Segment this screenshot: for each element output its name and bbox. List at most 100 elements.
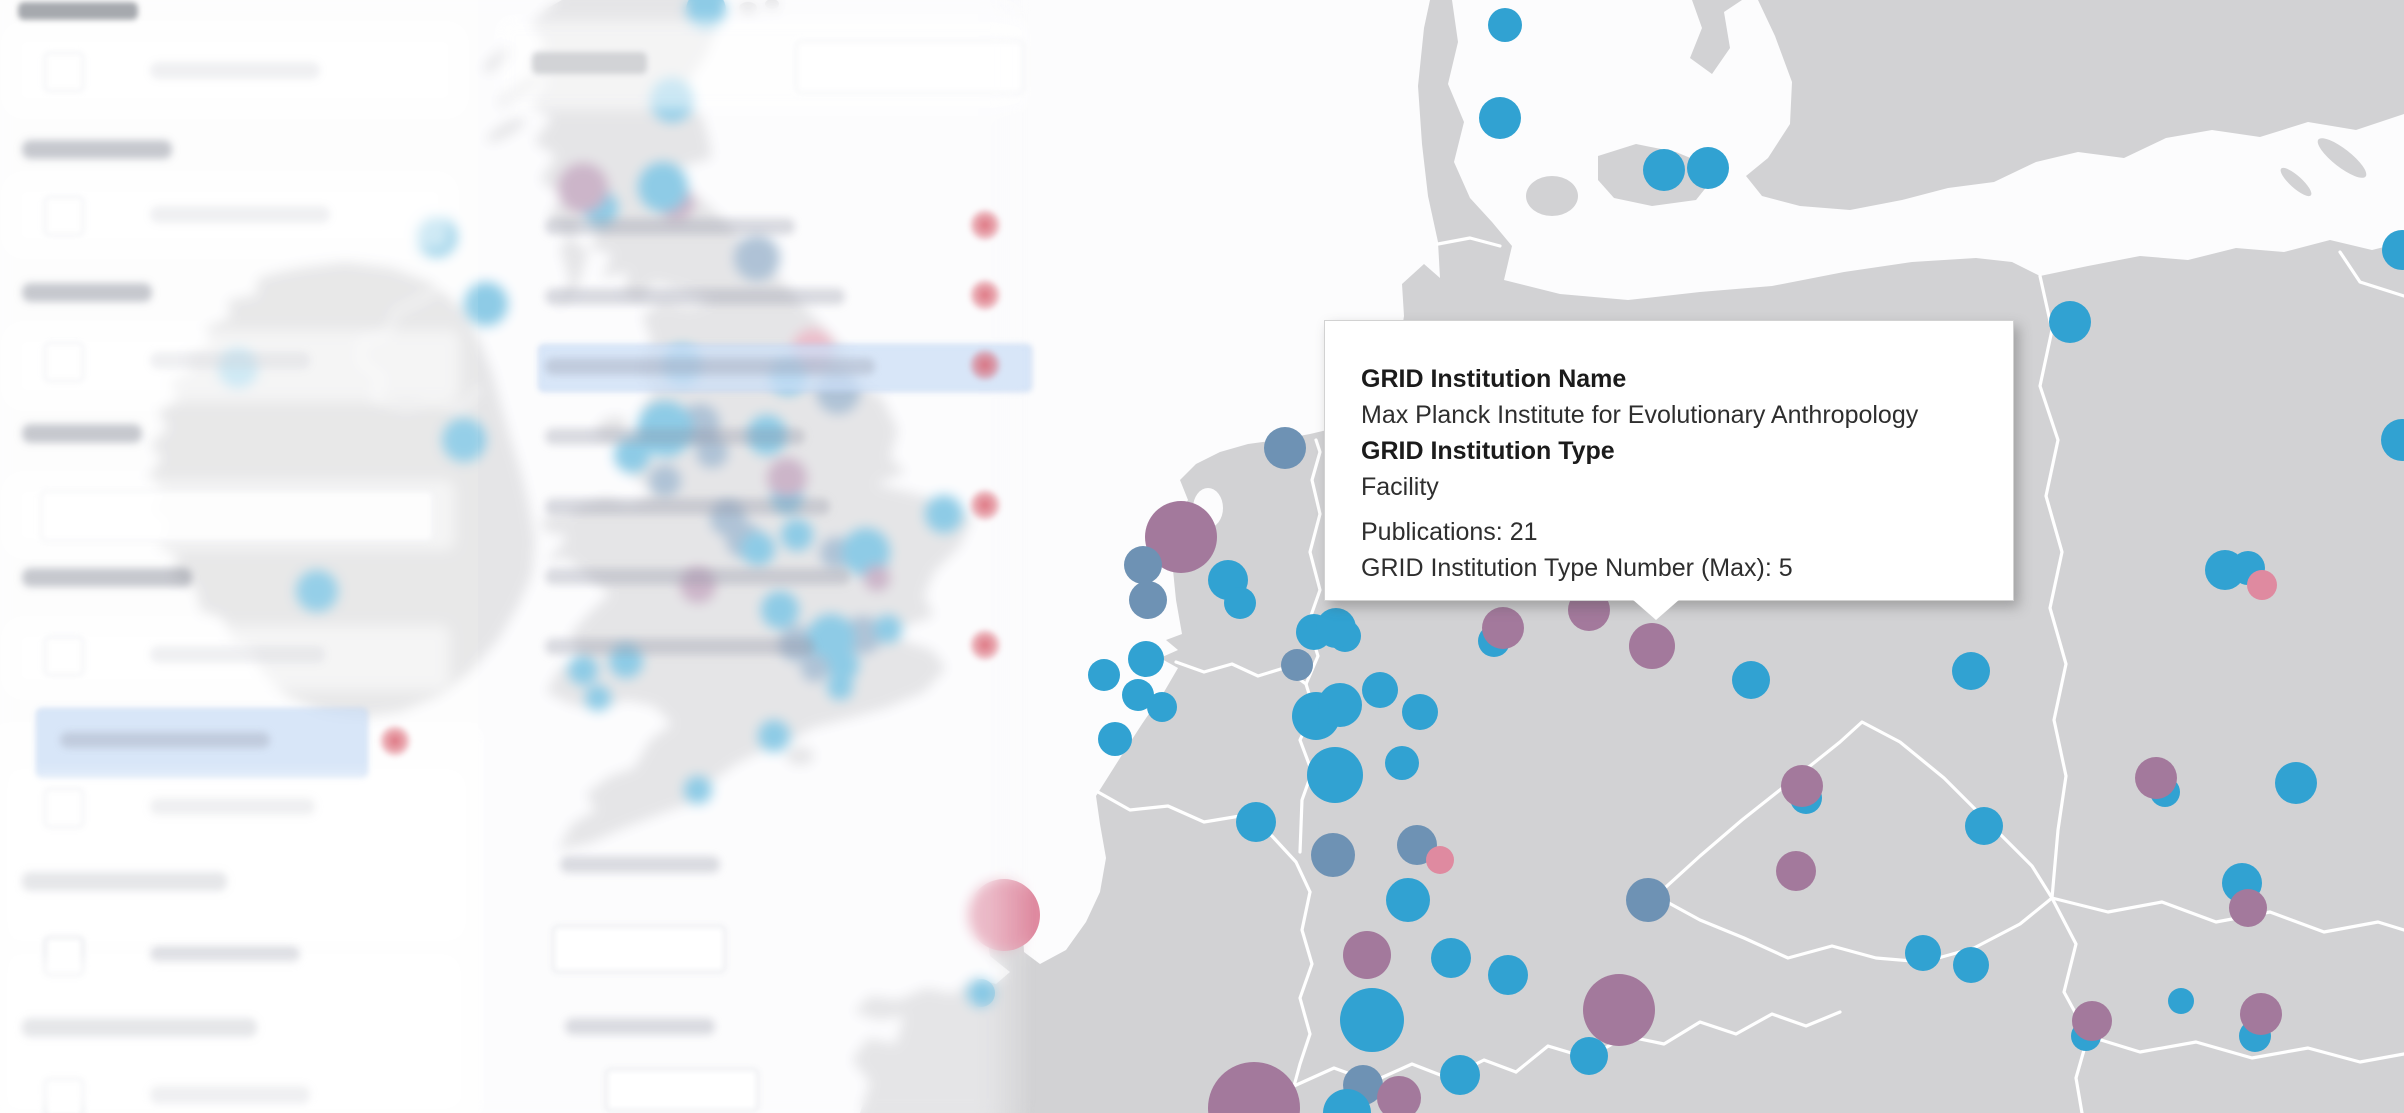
map-mark[interactable]	[1687, 147, 1729, 189]
map-mark[interactable]	[1264, 427, 1306, 469]
map-mark[interactable]	[1953, 947, 1989, 983]
map-mark[interactable]	[1385, 746, 1419, 780]
tooltip-spacer	[1361, 505, 1977, 514]
map-mark[interactable]	[1905, 935, 1941, 971]
map-mark[interactable]	[1340, 988, 1404, 1052]
map-mark[interactable]	[218, 348, 258, 388]
map-mark[interactable]	[650, 78, 694, 122]
map-mark[interactable]	[1626, 878, 1670, 922]
map-mark[interactable]	[696, 436, 728, 468]
map-mark[interactable]	[1088, 659, 1120, 691]
map-mark-selected[interactable]	[2240, 993, 2282, 1035]
map-mark[interactable]	[1311, 833, 1355, 877]
map-mark[interactable]	[1479, 97, 1521, 139]
map-mark[interactable]	[1629, 623, 1675, 669]
map-mark[interactable]	[1965, 807, 2003, 845]
map-mark[interactable]	[1952, 652, 1990, 690]
map-mark[interactable]	[781, 519, 813, 551]
map-mark[interactable]	[568, 655, 598, 685]
map-mark[interactable]	[638, 162, 688, 212]
map-mark[interactable]	[925, 495, 963, 533]
tooltip-publications: Publications: 21	[1361, 518, 1538, 546]
map-mark[interactable]	[1583, 974, 1655, 1046]
map-mark[interactable]	[464, 282, 508, 326]
map-mark[interactable]	[968, 879, 1040, 951]
map-mark[interactable]	[1431, 938, 1471, 978]
tooltip-type-label: GRID Institution Type	[1361, 437, 1615, 465]
map-mark[interactable]	[649, 465, 681, 497]
map-mark[interactable]	[609, 644, 643, 678]
map-mark[interactable]	[1776, 851, 1816, 891]
tooltip-type-number: GRID Institution Type Number (Max): 5	[1361, 554, 1793, 582]
tooltip-name-value: Max Planck Institute for Evolutionary An…	[1361, 401, 1919, 429]
map-mark[interactable]	[1316, 608, 1356, 648]
map-mark[interactable]	[1343, 931, 1391, 979]
map-mark[interactable]	[1122, 679, 1154, 711]
map-mark[interactable]	[662, 345, 702, 385]
map-mark[interactable]	[684, 776, 712, 804]
map-mark[interactable]	[585, 685, 611, 711]
map-mark[interactable]	[2275, 762, 2317, 804]
map-mark[interactable]	[417, 217, 457, 257]
map-mark[interactable]	[1377, 1076, 1421, 1113]
map-mark[interactable]	[758, 720, 790, 752]
map-mark[interactable]	[769, 357, 807, 395]
map-mark[interactable]	[2247, 570, 2277, 600]
map-mark[interactable]	[1124, 546, 1162, 584]
map-mark[interactable]	[1208, 1062, 1300, 1113]
map-mark[interactable]	[1488, 955, 1528, 995]
map-mark[interactable]	[1098, 722, 1132, 756]
map-mark[interactable]	[558, 163, 608, 213]
map-mark[interactable]	[1362, 672, 1398, 708]
map-mark[interactable]	[2072, 1001, 2112, 1041]
map-mark[interactable]	[747, 415, 787, 455]
map-mark[interactable]	[734, 235, 780, 281]
map-mark[interactable]	[680, 567, 716, 603]
tooltip-type-value: Facility	[1361, 473, 1439, 501]
map-mark[interactable]	[767, 458, 807, 498]
map-mark[interactable]	[801, 654, 829, 682]
map-mark[interactable]	[864, 565, 890, 591]
map-mark[interactable]	[1570, 1037, 1608, 1075]
map-mark[interactable]	[741, 532, 775, 566]
map-mark[interactable]	[1643, 149, 1685, 191]
map-mark[interactable]	[816, 370, 860, 414]
map-mark[interactable]	[1440, 1055, 1480, 1095]
map-mark[interactable]	[967, 979, 995, 1007]
map-mark[interactable]	[761, 591, 799, 629]
map-mark[interactable]	[1281, 649, 1313, 681]
map-mark[interactable]	[1307, 747, 1363, 803]
map-mark[interactable]	[1781, 765, 1823, 807]
map-mark[interactable]	[1426, 846, 1454, 874]
map-mark[interactable]	[2382, 230, 2404, 270]
map-mark[interactable]	[2049, 301, 2091, 343]
map-mark[interactable]	[1488, 8, 1522, 42]
map-mark[interactable]	[1318, 683, 1362, 727]
map-mark[interactable]	[442, 418, 486, 462]
baltic-islands	[2280, 138, 2367, 197]
map-mark[interactable]	[1128, 641, 1164, 677]
map-mark[interactable]	[2381, 419, 2404, 461]
map-mark[interactable]	[1145, 501, 1217, 573]
map-mark[interactable]	[874, 615, 902, 643]
map-mark[interactable]	[614, 437, 650, 473]
map-mark[interactable]	[1732, 661, 1770, 699]
map-mark[interactable]	[296, 570, 338, 612]
tooltip-name-label: GRID Institution Name	[1361, 365, 1627, 393]
map-tooltip: GRID Institution Name Max Planck Institu…	[1324, 320, 2014, 620]
map-mark[interactable]	[827, 674, 853, 700]
map-mark[interactable]	[1386, 878, 1430, 922]
map-mark[interactable]	[1323, 1089, 1371, 1113]
map-mark[interactable]	[1236, 802, 1276, 842]
map-mark[interactable]	[1402, 694, 1438, 730]
map-mark[interactable]	[2135, 757, 2177, 799]
map-mark[interactable]	[1147, 692, 1177, 722]
map-mark[interactable]	[1482, 607, 1524, 649]
map-mark[interactable]	[1129, 581, 1167, 619]
map-mark[interactable]	[2168, 988, 2194, 1014]
land-norway-tip	[1690, 0, 1742, 74]
map-mark[interactable]	[2229, 889, 2267, 927]
map-mark[interactable]	[1224, 587, 1256, 619]
